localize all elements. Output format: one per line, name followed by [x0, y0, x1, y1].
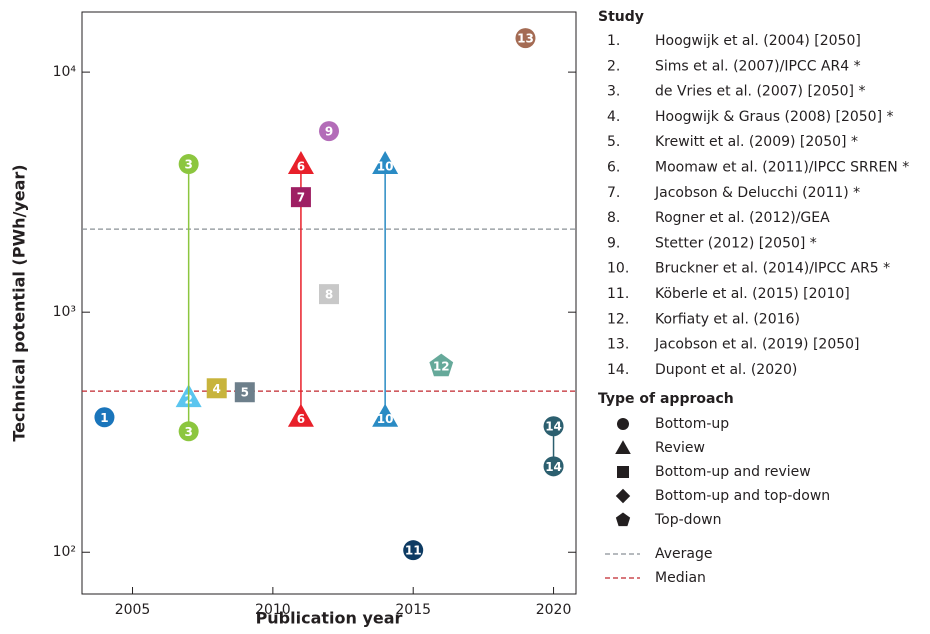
data-point: [403, 540, 424, 561]
legend-label: de Vries et al. (2007) [2050] *: [655, 84, 865, 100]
legend-number: 8.: [607, 210, 620, 226]
legend-number: 1.: [607, 33, 620, 49]
y-axis-label: Technical potential (PWh/year): [10, 164, 29, 441]
legend-label: Hoogwijk & Graus (2008) [2050] *: [655, 109, 894, 125]
legend-label: Review: [655, 440, 705, 456]
legend-number: 3.: [607, 84, 620, 100]
legend-label: Dupont et al. (2020): [655, 362, 797, 378]
data-point: [178, 154, 199, 175]
legend-label: Sims et al. (2007)/IPCC AR4 *: [655, 58, 861, 74]
point-label: 1: [100, 411, 108, 425]
legend-marker: [617, 418, 629, 430]
x-tick-label: 2005: [115, 602, 151, 618]
point-label: 11: [405, 544, 422, 558]
legend-label: Bruckner et al. (2014)/IPCC AR5 *: [655, 261, 890, 277]
x-tick-label: 2015: [395, 602, 431, 618]
data-point: [543, 456, 564, 477]
legend-label: Krewitt et al. (2009) [2050] *: [655, 134, 858, 150]
data-point: [234, 382, 255, 403]
x-tick-label: 2020: [536, 602, 572, 618]
point-label: 3: [184, 158, 192, 172]
data-point: [372, 151, 399, 175]
data-point: [206, 378, 227, 399]
point-label: 4: [213, 382, 221, 396]
data-point: [287, 403, 314, 427]
legend-marker: [617, 466, 629, 478]
legend-label: Bottom-up and review: [655, 464, 811, 480]
legend-number: 11.: [607, 286, 629, 302]
data-point: [429, 353, 454, 377]
data-point: [543, 416, 564, 437]
legend-number: 12.: [607, 311, 629, 327]
legend-number: 13.: [607, 337, 629, 353]
point-label: 3: [184, 425, 192, 439]
data-point: [290, 187, 311, 208]
legend-label: Köberle et al. (2015) [2010]: [655, 286, 850, 302]
legend-number: 6.: [607, 160, 620, 176]
legend-label: Jacobson & Delucchi (2011) *: [654, 185, 860, 201]
legend-number: 5.: [607, 134, 620, 150]
legend-label: Bottom-up: [655, 416, 729, 432]
legend-label: Moomaw et al. (2011)/IPCC SRREN *: [655, 160, 909, 176]
legend-marker: [615, 488, 631, 504]
y-tick-label: 10²: [53, 544, 76, 560]
legend-marker: [615, 440, 631, 454]
point-label: 7: [297, 191, 305, 205]
legend-label: Top-down: [654, 512, 721, 528]
legend-number: 4.: [607, 109, 620, 125]
legend-number: 2.: [607, 58, 620, 74]
data-point: [178, 421, 199, 442]
legend-number: 10.: [607, 261, 629, 277]
legend-number: 7.: [607, 185, 620, 201]
point-label: 10: [377, 160, 394, 174]
point-label: 8: [325, 288, 333, 302]
point-label: 14: [545, 420, 562, 434]
legend-label: Median: [655, 570, 706, 586]
y-tick-label: 10³: [53, 304, 76, 320]
point-label: 13: [517, 32, 534, 46]
x-axis-label: Publication year: [256, 609, 403, 628]
point-label: 6: [297, 412, 305, 426]
point-label: 10: [377, 412, 394, 426]
point-label: 5: [241, 386, 249, 400]
point-label: 9: [325, 125, 333, 139]
data-point: [94, 407, 115, 428]
legend-label: Stetter (2012) [2050] *: [655, 235, 817, 251]
legend-label: Average: [655, 546, 713, 562]
legend-title: Type of approach: [598, 391, 734, 407]
data-point: [515, 28, 536, 49]
plot-frame: [81, 11, 577, 595]
data-point: [287, 151, 314, 175]
data-point: [319, 284, 339, 305]
data-point: [372, 403, 399, 427]
legend-title: Study: [598, 9, 644, 25]
data-point: [319, 121, 339, 142]
legend-label: Korfiaty et al. (2016): [655, 311, 800, 327]
legend-label: Hoogwijk et al. (2004) [2050]: [655, 33, 861, 49]
legend-number: 14.: [607, 362, 629, 378]
x-tick-label: 2010: [255, 602, 291, 618]
legend-label: Jacobson et al. (2019) [2050]: [654, 337, 860, 353]
legend-number: 9.: [607, 235, 620, 251]
point-label: 14: [545, 460, 562, 474]
point-label: 12: [433, 360, 450, 374]
point-label: 6: [297, 160, 305, 174]
legend-marker: [615, 512, 631, 527]
y-tick-label: 10⁴: [53, 64, 77, 80]
legend-label: Bottom-up and top-down: [655, 488, 830, 504]
legend-label: Rogner et al. (2012)/GEA: [655, 210, 830, 226]
